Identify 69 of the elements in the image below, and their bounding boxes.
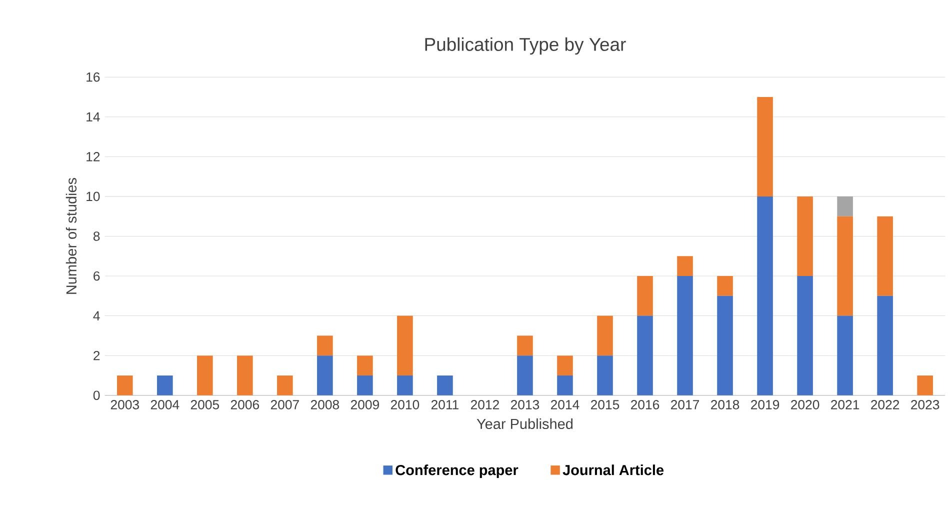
bar bbox=[437, 376, 453, 396]
y-tick-label: 4 bbox=[93, 311, 100, 320]
x-tick-label: 2021 bbox=[831, 400, 860, 410]
bar bbox=[397, 316, 413, 376]
y-axis-title: Number of studies bbox=[66, 178, 77, 294]
bar bbox=[277, 376, 293, 396]
bar bbox=[797, 276, 813, 396]
x-tick-label: 2007 bbox=[270, 400, 299, 410]
bar bbox=[317, 336, 333, 356]
legend-label: Journal Article bbox=[562, 464, 664, 476]
x-tick-label: 2017 bbox=[671, 400, 700, 410]
bar bbox=[357, 356, 373, 376]
x-tick-label: 2019 bbox=[751, 400, 780, 410]
bar bbox=[877, 296, 893, 396]
x-axis-title: Year Published bbox=[476, 418, 573, 430]
bar bbox=[517, 336, 533, 356]
x-tick-label: 2008 bbox=[310, 400, 340, 410]
chart-title: Publication Type by Year bbox=[425, 37, 626, 55]
bar bbox=[877, 216, 893, 296]
y-tick-label: 0 bbox=[93, 390, 100, 400]
bar bbox=[917, 376, 933, 396]
x-tick-label: 2005 bbox=[190, 400, 220, 410]
bar bbox=[637, 316, 653, 396]
bar bbox=[317, 356, 333, 396]
bar bbox=[677, 256, 693, 276]
bar bbox=[757, 196, 773, 396]
y-tick-label: 16 bbox=[86, 72, 100, 82]
x-tick-label: 2012 bbox=[470, 400, 499, 410]
y-tick-label: 14 bbox=[86, 112, 100, 122]
x-tick-label: 2016 bbox=[631, 400, 660, 410]
bar bbox=[597, 356, 613, 396]
x-tick-label: 2023 bbox=[911, 400, 940, 410]
x-tick-label: 2006 bbox=[230, 400, 260, 410]
legend-label: Conference paper bbox=[396, 464, 518, 478]
x-tick-label: 2011 bbox=[431, 400, 458, 410]
bar bbox=[197, 356, 213, 396]
y-tick-label: 2 bbox=[94, 351, 100, 360]
bar bbox=[837, 196, 853, 216]
bar bbox=[557, 376, 573, 396]
bar bbox=[237, 356, 253, 396]
x-tick-label: 2015 bbox=[591, 400, 620, 410]
x-tick-label: 2018 bbox=[711, 400, 740, 410]
x-tick-label: 2014 bbox=[550, 400, 580, 410]
bar bbox=[637, 276, 653, 316]
y-tick-label: 10 bbox=[86, 192, 100, 202]
x-tick-label: 2004 bbox=[150, 400, 180, 410]
x-tick-label: 2013 bbox=[510, 400, 540, 410]
bar bbox=[157, 376, 173, 396]
bar bbox=[797, 196, 813, 276]
bar bbox=[837, 316, 853, 396]
bar bbox=[517, 356, 533, 396]
x-tick-label: 2009 bbox=[350, 400, 379, 410]
x-tick-label: 2003 bbox=[110, 400, 139, 410]
bar bbox=[717, 276, 733, 296]
y-tick-label: 12 bbox=[86, 152, 100, 162]
bar bbox=[717, 296, 733, 396]
bar bbox=[397, 376, 413, 396]
x-tick-label: 2010 bbox=[390, 400, 420, 410]
bar bbox=[837, 216, 853, 316]
x-tick-label: 2022 bbox=[871, 400, 900, 410]
y-tick-label: 8 bbox=[93, 232, 100, 241]
x-tick-label: 2020 bbox=[791, 400, 820, 410]
y-tick-label: 6 bbox=[94, 271, 100, 281]
bar bbox=[357, 376, 373, 396]
bar bbox=[677, 276, 693, 396]
bar bbox=[116, 376, 133, 396]
bar bbox=[557, 356, 573, 376]
bar bbox=[597, 316, 613, 356]
bar bbox=[757, 97, 773, 196]
